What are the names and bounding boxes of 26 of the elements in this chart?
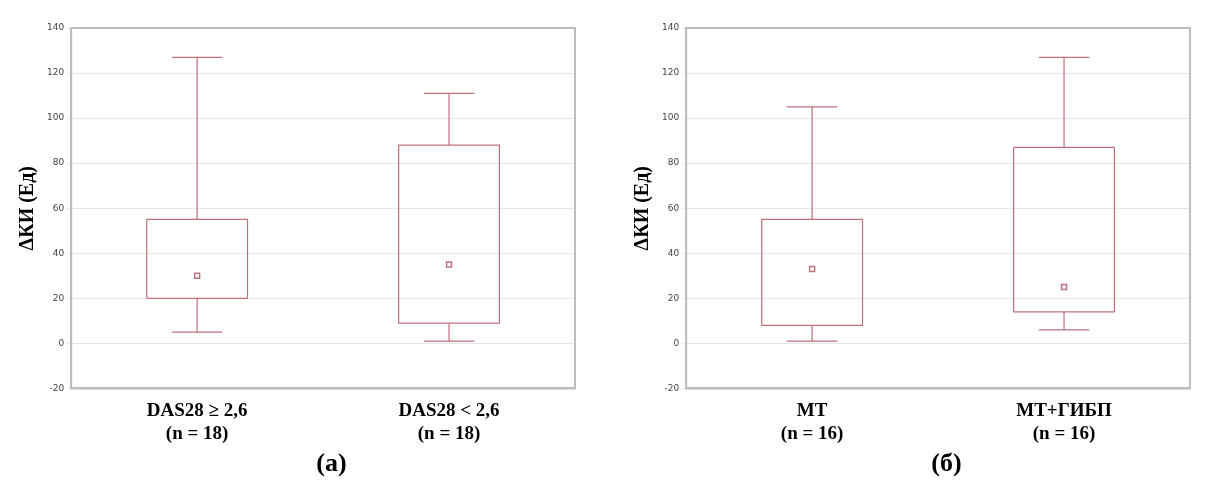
text: (а) — [315, 448, 348, 478]
y-tick-label: 140 — [661, 22, 680, 33]
y-tick-label: -20 — [664, 382, 680, 393]
y-axis-title: ΔКИ (Ед) — [15, 166, 39, 251]
y-tick-label: 0 — [673, 337, 680, 348]
y-tick-label: 60 — [52, 202, 65, 213]
y-tick-label: 140 — [46, 22, 65, 33]
y-tick-label: 120 — [46, 67, 65, 78]
y-tick-label: 80 — [52, 157, 65, 168]
x-tick-label: DAS28 ≥ 2,6 (n = 18) — [146, 398, 248, 444]
y-tick-label: -20 — [49, 382, 65, 393]
text: (б) — [930, 448, 963, 478]
y-tick-label: 20 — [52, 292, 65, 303]
y-tick-label: 80 — [667, 157, 680, 168]
y-tick-label: 0 — [58, 337, 65, 348]
y-tick-label: 20 — [667, 292, 680, 303]
y-tick-label: 40 — [52, 247, 65, 258]
y-tick-label: 120 — [661, 67, 680, 78]
y-tick-label: 100 — [661, 112, 680, 123]
y-tick-label: 100 — [46, 112, 65, 123]
x-tick-label: МТ (n = 16) — [780, 398, 844, 444]
y-tick-label: 60 — [667, 202, 680, 213]
y-axis-title: ΔКИ (Ед) — [630, 166, 654, 251]
y-tick-label: 40 — [667, 247, 680, 258]
x-tick-label: DAS28 < 2,6 (n = 18) — [398, 398, 500, 444]
x-tick-label: МТ+ГИБП (n = 16) — [1016, 398, 1113, 444]
